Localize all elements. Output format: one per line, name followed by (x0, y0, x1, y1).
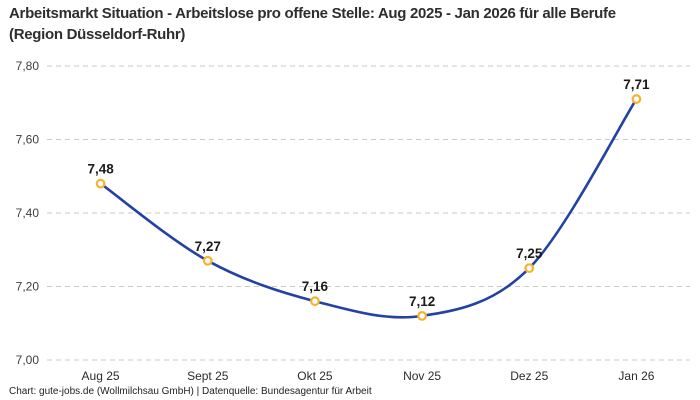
x-tick-label: Aug 25 (82, 369, 120, 383)
data-point-value-label: 7,71 (623, 77, 650, 92)
x-tick-label: Nov 25 (403, 369, 441, 383)
data-point-marker (202, 255, 213, 266)
series-line (99, 97, 638, 319)
data-point-marker (631, 94, 642, 104)
data-point-labels: 7,48 7,27 7,16 7,12 7,25 7,71 (87, 77, 650, 309)
data-point-value-label: 7,27 (195, 239, 221, 254)
x-tick-label: Okt 25 (297, 369, 333, 383)
data-point-markers (95, 94, 642, 321)
y-tick-label: 7,20 (16, 280, 40, 294)
y-tick-label: 7,00 (16, 353, 40, 367)
data-point-marker (310, 296, 320, 307)
chart-title: Arbeitsmarkt Situation - Arbeitslose pro… (9, 5, 616, 43)
data-point-marker (524, 263, 535, 274)
x-tick-label: Jan 26 (618, 369, 654, 383)
data-point-value-label: 7,12 (409, 294, 435, 309)
data-point-value-label: 7,25 (516, 246, 543, 261)
chart-credit: Chart: gute-jobs.de (Wollmilchsau GmbH) … (9, 386, 372, 397)
x-tick-label: Dez 25 (510, 369, 548, 383)
x-tick-label: Sept 25 (187, 369, 229, 383)
x-axis-labels: Aug 25 Sept 25 Okt 25 Nov 25 Dez 25 Jan 26 (82, 369, 655, 383)
y-tick-label: 7,60 (16, 133, 40, 147)
y-tick-label: 7,80 (16, 59, 40, 73)
data-point-value-label: 7,16 (302, 279, 329, 294)
gridlines (47, 65, 690, 361)
y-tick-label: 7,40 (16, 206, 40, 220)
data-point-value-label: 7,48 (87, 162, 114, 177)
data-point-marker (95, 178, 106, 189)
data-point-marker (417, 311, 427, 321)
y-axis-labels: 7,00 7,20 7,40 7,60 7,80 (16, 59, 40, 367)
